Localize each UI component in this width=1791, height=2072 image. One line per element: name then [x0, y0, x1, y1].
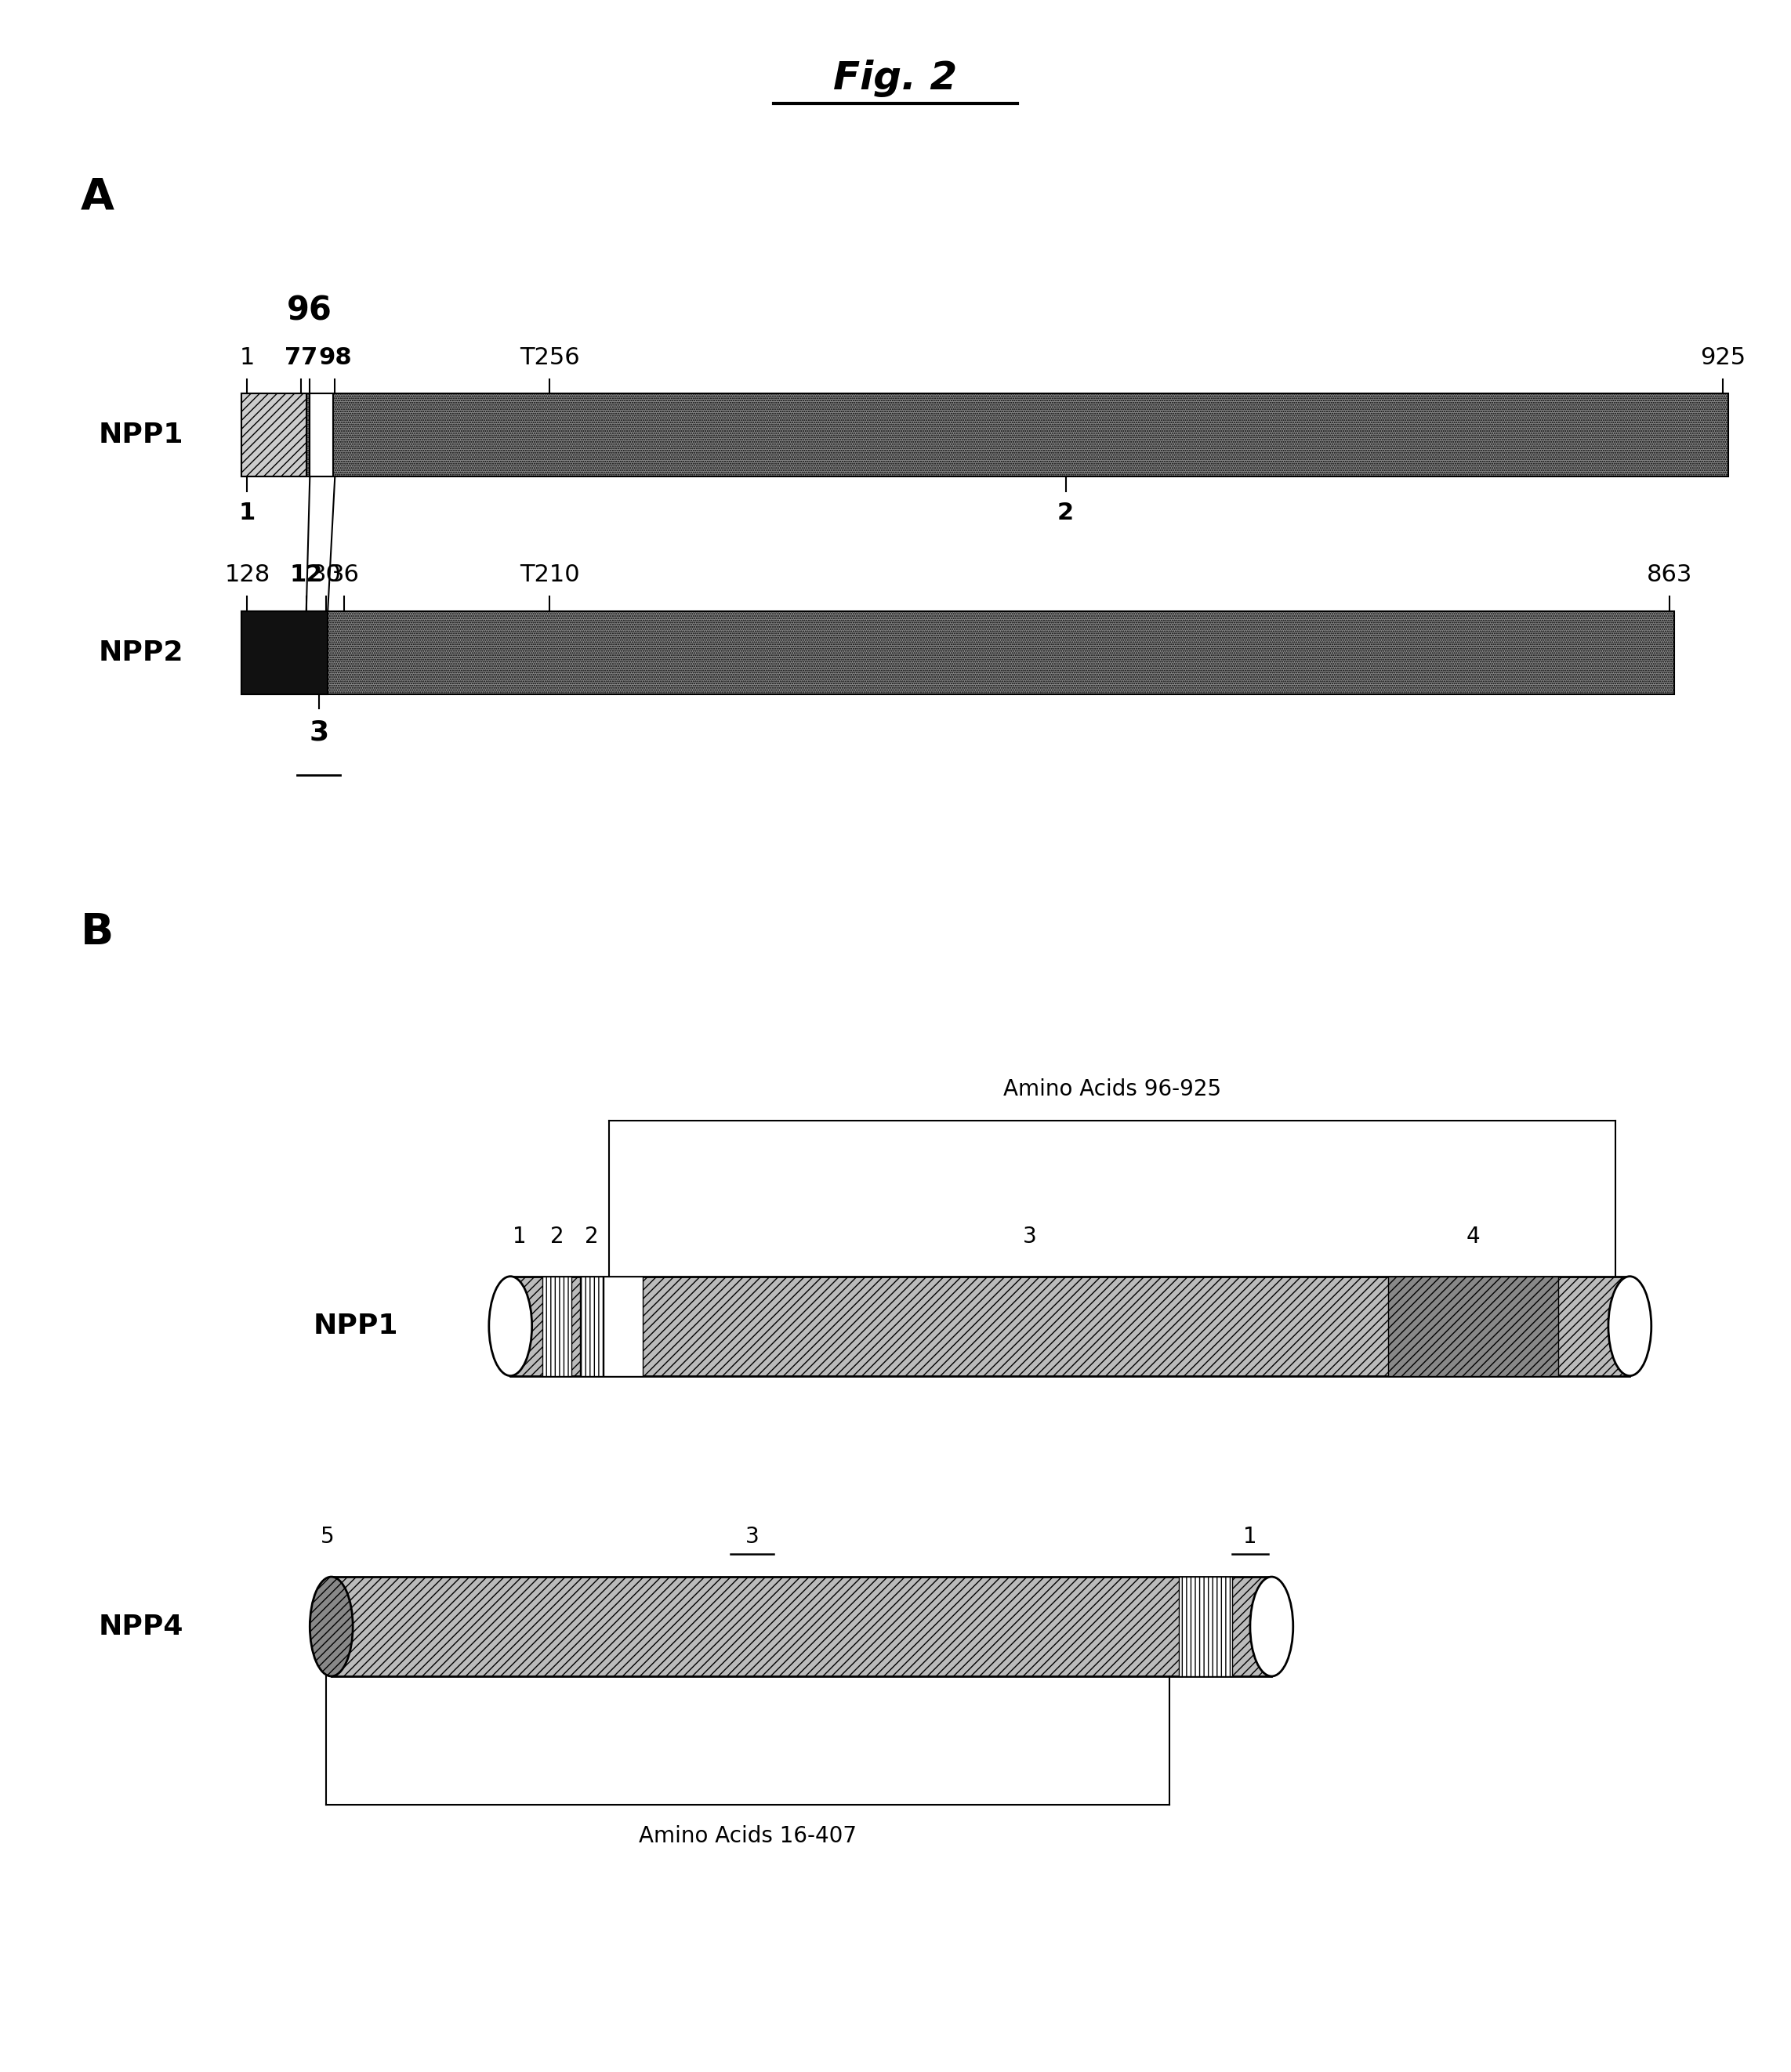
- Text: 12: 12: [290, 564, 322, 586]
- Text: Fig. 2: Fig. 2: [833, 60, 958, 97]
- Text: 1: 1: [238, 501, 256, 524]
- Ellipse shape: [310, 1577, 353, 1676]
- Text: 1: 1: [1243, 1525, 1257, 1548]
- Text: 36: 36: [328, 564, 360, 586]
- FancyBboxPatch shape: [242, 611, 328, 694]
- Text: 96: 96: [287, 294, 333, 327]
- Text: NPP2: NPP2: [99, 640, 183, 665]
- Text: 1: 1: [240, 346, 254, 369]
- FancyBboxPatch shape: [1388, 1276, 1558, 1376]
- Text: 3: 3: [310, 719, 328, 746]
- FancyBboxPatch shape: [242, 394, 306, 477]
- Text: A: A: [81, 176, 115, 218]
- Text: 3: 3: [1023, 1225, 1037, 1247]
- FancyBboxPatch shape: [580, 1276, 604, 1376]
- Text: 128: 128: [224, 564, 270, 586]
- FancyBboxPatch shape: [310, 394, 333, 477]
- Text: Amino Acids 16-407: Amino Acids 16-407: [639, 1825, 856, 1848]
- Text: 30: 30: [310, 564, 342, 586]
- FancyBboxPatch shape: [242, 394, 1728, 477]
- Text: NPP4: NPP4: [99, 1614, 183, 1639]
- Text: 4: 4: [1467, 1225, 1479, 1247]
- FancyBboxPatch shape: [331, 1577, 1272, 1676]
- FancyBboxPatch shape: [543, 1276, 571, 1376]
- Text: 98: 98: [319, 346, 351, 369]
- Ellipse shape: [1608, 1276, 1651, 1376]
- Ellipse shape: [489, 1276, 532, 1376]
- Text: T210: T210: [519, 564, 580, 586]
- Text: B: B: [81, 912, 113, 953]
- Text: 863: 863: [1646, 564, 1692, 586]
- Text: 5: 5: [321, 1525, 335, 1548]
- Text: 1: 1: [512, 1225, 527, 1247]
- Text: NPP1: NPP1: [99, 423, 183, 448]
- Text: 2: 2: [586, 1225, 598, 1247]
- Text: Amino Acids 96-925: Amino Acids 96-925: [1003, 1077, 1221, 1100]
- FancyBboxPatch shape: [1178, 1577, 1232, 1676]
- Ellipse shape: [1250, 1577, 1293, 1676]
- Text: 925: 925: [1700, 346, 1746, 369]
- Text: 3: 3: [745, 1525, 759, 1548]
- FancyBboxPatch shape: [604, 1276, 643, 1376]
- Text: 2: 2: [550, 1225, 564, 1247]
- Text: NPP1: NPP1: [313, 1314, 398, 1339]
- FancyBboxPatch shape: [510, 1276, 1630, 1376]
- Text: 2: 2: [1057, 501, 1075, 524]
- Text: T256: T256: [519, 346, 580, 369]
- Text: 77: 77: [285, 346, 317, 369]
- FancyBboxPatch shape: [242, 611, 1675, 694]
